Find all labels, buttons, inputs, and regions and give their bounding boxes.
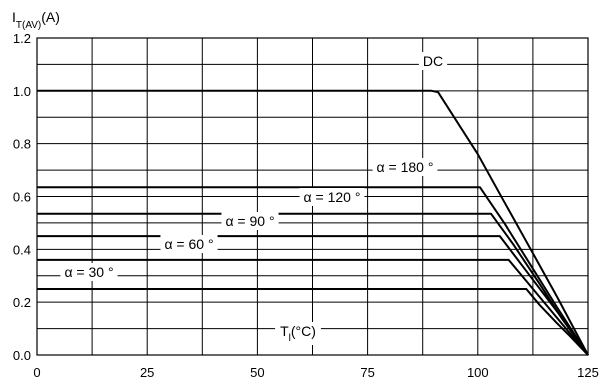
x-tick-label: 50 xyxy=(250,365,264,380)
x-tick-label: 100 xyxy=(467,365,489,380)
tick-labels: 0 25 50 75 100 125 0.0 0.2 0.4 0.6 0.8 1.0 1.2 xyxy=(13,31,599,380)
series-line-1 xyxy=(37,186,589,356)
y-tick-label: 0.8 xyxy=(13,137,31,152)
series-label-5: α = 30 ° xyxy=(64,264,113,280)
y-tick-label: 0.2 xyxy=(13,295,31,310)
y-axis-label-main: I xyxy=(12,9,16,25)
series-label-4: α = 60 ° xyxy=(164,236,213,252)
y-axis-label-unit: (A) xyxy=(41,9,60,25)
x-axis-label-main: T xyxy=(280,323,289,339)
y-tick-label: 0.0 xyxy=(13,348,31,363)
series-label-bg xyxy=(372,158,438,176)
series-line-4 xyxy=(37,258,589,356)
x-tick-label: 25 xyxy=(140,365,154,380)
x-axis-label-bg xyxy=(275,322,321,345)
y-tick-label: 0.4 xyxy=(13,242,31,257)
y-axis-label-sub: T(AV) xyxy=(16,20,41,31)
series-label-bg xyxy=(160,235,218,253)
x-axis-label-sub: l xyxy=(289,333,291,344)
x-tick-label: 0 xyxy=(33,365,40,380)
series-label-1: α = 180 ° xyxy=(377,159,434,175)
curve-labels: DC α = 180 ° α = 120 ° α = 90 ° α = 60 ° α = … xyxy=(60,52,448,345)
series-label-3: α = 90 ° xyxy=(225,213,274,229)
y-axis-label: IT(AV)(A) xyxy=(12,9,60,31)
x-tick-label: 125 xyxy=(577,365,599,380)
series-line-0 xyxy=(37,89,589,356)
curves xyxy=(37,89,589,356)
x-tick-label: 75 xyxy=(360,365,374,380)
y-tick-label: 1.0 xyxy=(13,84,31,99)
plot-frame xyxy=(36,37,589,356)
y-tick-label: 0.6 xyxy=(13,190,31,205)
y-tick-label: 1.2 xyxy=(13,31,31,46)
series-label-2: α = 120 ° xyxy=(304,189,361,205)
x-axis-label: Tl(°C) xyxy=(280,323,316,344)
series-label-bg xyxy=(221,212,279,230)
series-label-bg xyxy=(60,263,118,281)
series-line-5 xyxy=(37,288,589,356)
series-line-3 xyxy=(37,235,589,356)
series-label-bg xyxy=(418,52,448,70)
x-axis-label-unit: (°C) xyxy=(291,323,316,339)
series-label-bg xyxy=(299,188,365,206)
series-label-0: DC xyxy=(423,53,443,69)
